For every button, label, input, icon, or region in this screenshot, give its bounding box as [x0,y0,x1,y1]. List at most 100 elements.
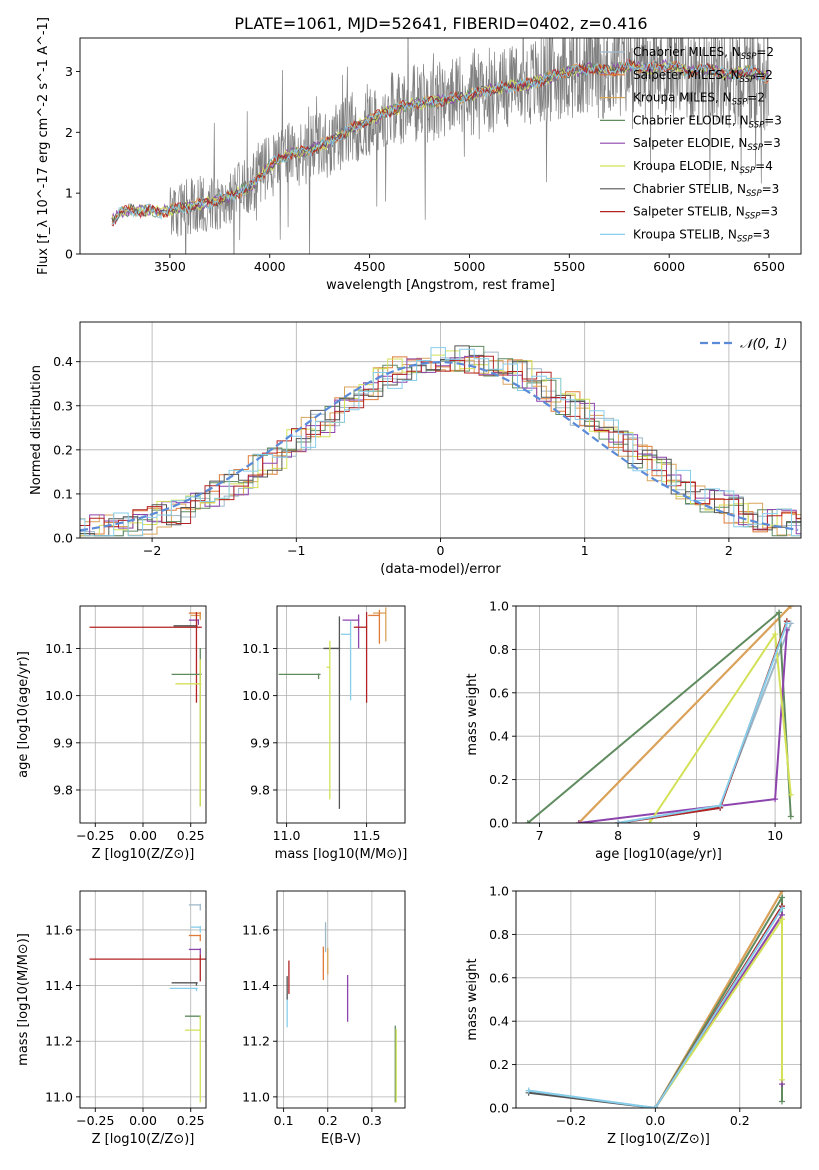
x-tick-label: −0.2 [556,1113,586,1128]
y-axis-label: mass [log10(M/M⊙)] [16,933,31,1066]
x-axis-label: E(B-V) [321,1132,361,1147]
x-tick-label: 9 [693,828,701,843]
y-axis-label: age [log10(age/yr)] [16,651,31,778]
y-tick-label: 0.8 [489,927,509,942]
x-tick-label: 0.3 [362,1113,382,1128]
panel-mass_weight_vs_age: 7 8 9 10 0.0 0.2 0.4 0.6 0.8 1.0 age [log10(age/yr… [465,599,802,862]
y-tick-label: 0.6 [489,970,509,985]
mass-weight-line [578,606,792,823]
x-tick-label: 11.5 [353,828,381,843]
y-tick-label: 11.4 [242,978,270,993]
y-tick-label: 11.6 [45,922,73,937]
y-tick-label: 9.9 [250,735,270,750]
y-tick-label: 0.2 [489,1057,509,1072]
mass-weight-line [528,907,783,1108]
x-axis-label: age [log10(age/yr)] [595,847,722,862]
x-tick-label: 8 [614,828,622,843]
y-tick-label: 10.1 [45,641,73,656]
mass-weight-point [776,609,783,616]
y-tick-label: 0.2 [53,442,73,457]
x-tick-label: 3500 [154,259,186,274]
panel-residuals: −2 −1 0 1 2 0.0 0.1 0.2 0.3 0.4 (data-model)/error… [29,321,802,577]
y-tick-label: 9.8 [53,782,73,797]
mass-weight-point [615,820,622,823]
y-tick-label: 11.6 [242,922,270,937]
y-tick-label: 0.0 [489,816,509,831]
mass-weight-point [717,802,724,809]
plot-area [89,903,206,1103]
x-tick-label: 0.00 [129,1113,157,1128]
x-tick-label: 0.2 [318,1113,338,1128]
y-tick-label: 0.4 [489,729,509,744]
y-tick-label: 0 [65,247,73,262]
plot-area [80,345,801,537]
axes-frame [276,890,406,1109]
axes-frame [276,605,406,824]
x-tick-label: −0.25 [76,1113,114,1128]
x-tick-label: 5000 [454,259,486,274]
mass-weight-point [525,1087,532,1094]
mass-weight-point [779,905,785,912]
mass-weight-point [652,1105,659,1108]
mass-weight-line [617,620,788,823]
mass-weight-line [617,623,792,823]
x-axis-label: Z [log10(Z/Z⊙)] [92,847,195,862]
x-tick-label: 11.0 [273,828,301,843]
y-axis-label: mass weight [465,958,480,1040]
legend-label: Kroupa STELIB, NSSP=3 [633,227,770,244]
panel-spectrum: 3500 4000 4500 5000 5500 6000 6500 0 1 2 3 waveleng… [36,17,802,293]
y-axis-label: Flux [f_λ 10^-17 erg cm^-2 s^-1 A^-1] [36,17,51,275]
plot-area [89,612,202,807]
mass-weight-point [787,813,794,820]
gaussian-curve [80,360,799,532]
legend-label: Kroupa ELODIE, NSSP=4 [633,159,773,176]
mass-weight-point [779,894,785,901]
y-tick-label: 11.0 [242,1089,270,1104]
y-tick-label: 2 [65,125,73,140]
mass-weight-point [779,891,785,894]
y-tick-label: 11.4 [45,978,73,993]
x-tick-label: 0.0 [645,1113,665,1128]
x-tick-label: 6000 [653,259,685,274]
mass-weight-point [787,791,794,798]
mass-weight-point [575,820,582,823]
y-tick-label: 1.0 [489,599,509,614]
mass-weight-point [524,820,531,823]
panel-age_vs_Z: −0.25 0.00 0.25 9.8 9.9 10.0 10.1 Z [log10(Z/Z⊙… [16,605,207,862]
x-tick-label: 5500 [553,259,585,274]
mass-weight-line [617,620,788,823]
legend-label: Chabrier ELODIE, NSSP=3 [633,113,782,130]
legend-label: Salpeter MILES, NSSP=2 [633,68,773,85]
y-tick-label: 0.3 [53,398,73,413]
plot-area [524,606,794,823]
legend-label: Salpeter ELODIE, NSSP=3 [633,136,781,153]
plot-area [111,38,770,254]
y-tick-label: 0.1 [53,486,73,501]
y-tick-label: 11.2 [242,1034,270,1049]
figure-title: PLATE=1061, MJD=52641, FIBERID=0402, z=0… [234,14,647,33]
axes-frame [79,37,802,255]
mass-weight-point [779,1076,785,1083]
spectrum-legend: Chabrier MILES, NSSP=2 Salpeter MILES, NS… [600,45,782,244]
legend-label: Salpeter STELIB, NSSP=3 [633,205,778,222]
x-tick-label: 2 [725,543,733,558]
legend-label: 𝒩(0, 1) [740,337,787,352]
panel-mass_vs_ebv: 0.1 0.2 0.3 11.0 11.2 11.4 11.6 E(B-V) [242,890,406,1147]
residuals-legend: 𝒩(0, 1) [700,337,787,352]
histogram-chabrier_miles [80,351,801,537]
y-tick-label: 10.1 [242,641,270,656]
mass-weight-point [779,1098,785,1105]
legend-label: Chabrier MILES, NSSP=2 [633,45,774,62]
x-tick-label: −2 [143,543,161,558]
x-tick-label: 7 [536,828,544,843]
mass-weight-point [772,796,779,803]
axes-frame [515,890,802,1109]
plot-area [525,891,785,1108]
y-tick-label: 0.8 [489,642,509,657]
legend-label: Kroupa MILES, NSSP=2 [633,91,765,108]
y-tick-label: 3 [65,64,73,79]
panel-age_vs_mass: 11.0 11.5 9.8 9.9 10.0 10.1 mass [log10(M/M⊙)] [242,605,407,862]
x-tick-label: 0.25 [177,1113,205,1128]
x-tick-label: 0 [437,543,445,558]
y-tick-label: 10.0 [45,688,73,703]
